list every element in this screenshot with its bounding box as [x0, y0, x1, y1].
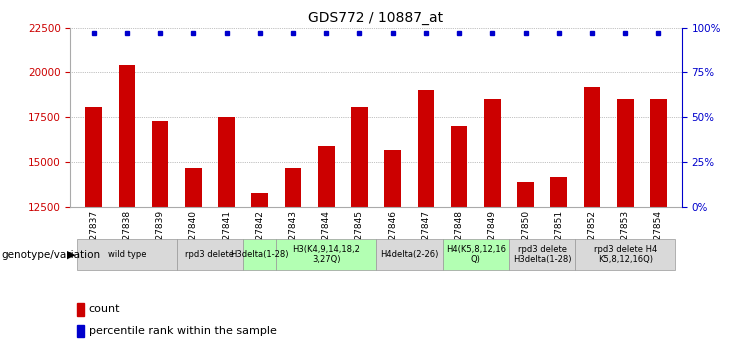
Bar — [385, 150, 401, 207]
Bar — [76, 303, 84, 316]
Text: rpd3 delete
H3delta(1-28): rpd3 delete H3delta(1-28) — [513, 245, 571, 264]
Bar — [517, 182, 534, 207]
Bar — [251, 193, 268, 207]
Bar — [119, 65, 135, 207]
Text: rpd3 delete: rpd3 delete — [185, 250, 234, 259]
FancyBboxPatch shape — [77, 239, 176, 270]
Bar — [152, 121, 168, 207]
Text: H3delta(1-28): H3delta(1-28) — [230, 250, 289, 259]
Bar — [185, 168, 202, 207]
Bar — [484, 99, 501, 207]
Bar — [551, 177, 567, 207]
Title: GDS772 / 10887_at: GDS772 / 10887_at — [308, 11, 444, 25]
Text: H3(K4,9,14,18,2
3,27Q): H3(K4,9,14,18,2 3,27Q) — [292, 245, 360, 264]
Bar — [219, 117, 235, 207]
Bar — [650, 99, 667, 207]
FancyBboxPatch shape — [376, 239, 442, 270]
Bar — [584, 87, 600, 207]
FancyBboxPatch shape — [276, 239, 376, 270]
Text: H4(K5,8,12,16
Q): H4(K5,8,12,16 Q) — [446, 245, 505, 264]
Bar — [451, 126, 468, 207]
Bar — [418, 90, 434, 207]
Text: wild type: wild type — [107, 250, 146, 259]
FancyBboxPatch shape — [509, 239, 576, 270]
FancyBboxPatch shape — [176, 239, 243, 270]
Text: genotype/variation: genotype/variation — [1, 250, 101, 259]
Text: ▶: ▶ — [67, 250, 76, 259]
Text: H4delta(2-26): H4delta(2-26) — [380, 250, 439, 259]
Bar — [351, 107, 368, 207]
Bar — [617, 99, 634, 207]
FancyBboxPatch shape — [243, 239, 276, 270]
Text: percentile rank within the sample: percentile rank within the sample — [89, 326, 276, 336]
FancyBboxPatch shape — [442, 239, 509, 270]
Bar — [285, 168, 302, 207]
Text: count: count — [89, 304, 120, 314]
Bar — [318, 146, 334, 207]
Bar — [85, 107, 102, 207]
Text: rpd3 delete H4
K5,8,12,16Q): rpd3 delete H4 K5,8,12,16Q) — [594, 245, 657, 264]
Bar — [76, 325, 84, 337]
FancyBboxPatch shape — [576, 239, 675, 270]
